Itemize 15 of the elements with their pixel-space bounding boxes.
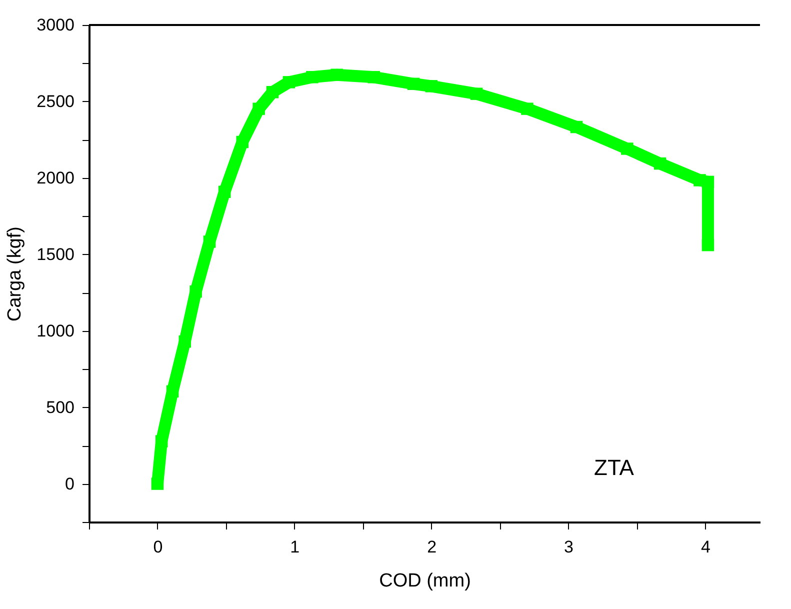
x-tick-label: 3 <box>564 538 574 556</box>
y-tick-label: 2000 <box>36 168 74 188</box>
y-tick-label: 3000 <box>36 16 74 34</box>
x-axis-title: COD (mm) <box>379 570 471 592</box>
x-tick-label: 2 <box>427 538 437 556</box>
y-tick-label: 500 <box>46 398 74 417</box>
y-tick-label: 1000 <box>36 321 74 340</box>
x-tick-label: 4 <box>700 538 710 556</box>
y-tick-label: 2500 <box>36 92 74 111</box>
y-tick-label: 1500 <box>36 244 74 264</box>
annotation: ZTA <box>594 455 634 480</box>
x-tick-label: 0 <box>153 538 163 556</box>
y-tick-label: 0 <box>65 474 74 494</box>
x-tick-label: 1 <box>290 538 300 556</box>
y-axis-title: Carga (kgf) <box>4 226 26 322</box>
